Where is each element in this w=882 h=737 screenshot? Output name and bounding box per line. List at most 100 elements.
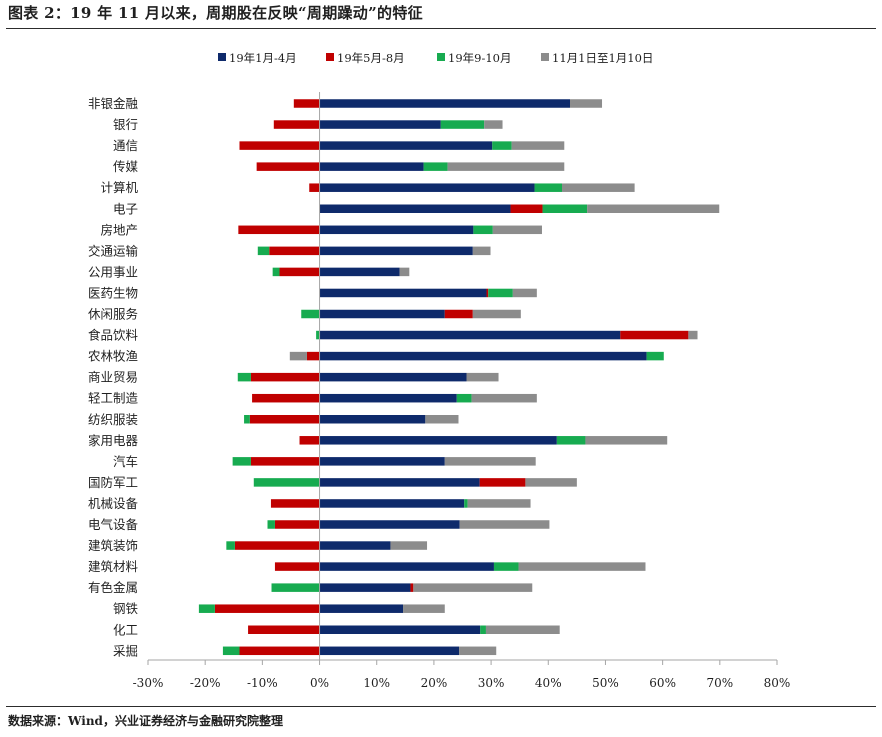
bar-segment [444, 309, 473, 319]
category-label: 通信 [113, 138, 138, 153]
bar-segment [319, 604, 404, 613]
bar-segment [319, 393, 457, 403]
bar-segment [267, 520, 275, 529]
bar-segment [319, 204, 511, 213]
bar-segment [270, 499, 320, 508]
bar-segment [319, 141, 493, 150]
source-rule [6, 706, 876, 707]
bar-segment [472, 246, 491, 256]
category-label: 汽车 [113, 454, 138, 469]
x-tick-label: -20% [190, 676, 221, 690]
bar-segment [222, 646, 240, 656]
bar-segment [399, 267, 410, 277]
title-rule [6, 28, 876, 29]
source-note: 数据来源：Wind，兴业证券经济与金融研究院整理 [8, 714, 283, 728]
bar-segment [299, 436, 320, 445]
category-label: 建筑装饰 [88, 538, 138, 553]
x-tick-label: 80% [764, 676, 791, 690]
bar-segment [301, 309, 320, 319]
bar-segment [289, 351, 307, 361]
bar-segment [232, 457, 251, 466]
bar-segment [279, 267, 320, 277]
bar-segment [464, 499, 468, 508]
bar-segment [688, 330, 698, 340]
bar-segment [319, 288, 487, 298]
bar-segment [319, 478, 480, 487]
category-label: 食品饮料 [88, 328, 139, 343]
bar-segment [257, 246, 270, 256]
bar-segment [413, 583, 533, 592]
bar-segment [319, 436, 557, 445]
x-tick-label: 60% [649, 676, 676, 690]
bar-segment [587, 204, 720, 213]
bar-segment [319, 499, 465, 508]
bar-segment [234, 541, 320, 550]
bar-segment [319, 520, 460, 529]
bar-segment [447, 162, 565, 171]
category-label: 公用事业 [88, 264, 138, 279]
bar-segment [484, 120, 503, 129]
bar-segment [473, 225, 493, 235]
bar-segment [252, 393, 320, 403]
bar-segment [250, 372, 320, 382]
bar-segment [319, 625, 481, 634]
bar-segment [456, 393, 472, 403]
bar-segment [244, 415, 250, 424]
bar-segment [269, 246, 320, 256]
category-label: 传媒 [113, 159, 139, 174]
bar-segment [492, 225, 542, 235]
bar-segment [585, 436, 668, 445]
bar-segment [570, 99, 603, 108]
legend-swatch [437, 53, 445, 61]
bar-segment [472, 309, 521, 319]
legend-label: 19年9-10月 [448, 51, 511, 65]
bar-segment [239, 141, 320, 150]
legend-swatch [218, 53, 226, 61]
bar-segment [518, 562, 646, 571]
bar-segment [272, 267, 280, 277]
category-label: 钢铁 [113, 601, 139, 616]
category-label: 休闲服务 [88, 307, 138, 322]
x-tick-label: 20% [421, 676, 448, 690]
x-tick-label: 40% [535, 676, 562, 690]
x-tick-label: 30% [478, 676, 505, 690]
bar-segment [646, 351, 664, 361]
bar-segment [534, 183, 562, 192]
bar-segment [556, 436, 586, 445]
bar-segment [510, 204, 543, 213]
bar-segment [271, 583, 320, 592]
category-label: 化工 [113, 622, 138, 637]
category-label: 房地产 [100, 222, 138, 237]
category-label: 采掘 [113, 643, 138, 658]
bar-segment [273, 120, 320, 129]
bar-segment [423, 162, 448, 171]
bar-segment [319, 267, 400, 277]
bar-segment [319, 562, 494, 571]
bar-segment [486, 288, 489, 298]
category-label: 国防军工 [88, 475, 138, 490]
bar-segment [440, 120, 485, 129]
bar-segment [525, 478, 577, 487]
bar-segment [274, 562, 320, 571]
bar-segment [319, 351, 647, 361]
bar-segment [390, 541, 428, 550]
bar-segment [319, 330, 621, 340]
category-label: 家用电器 [88, 433, 139, 448]
legend-label: 19年5月-8月 [337, 51, 405, 65]
bar-segment [444, 457, 536, 466]
bar-segment [471, 393, 537, 403]
category-label: 电气设备 [88, 517, 139, 532]
bar-segment [319, 583, 411, 592]
bar-segment [306, 351, 320, 361]
legend-swatch [326, 53, 334, 61]
category-label: 非银金融 [88, 96, 139, 111]
page-title: 图表 2：19 年 11 月以来，周期股在反映“周期躁动”的特征 [8, 4, 423, 22]
x-tick-label: -30% [133, 676, 164, 690]
bar-segment [293, 99, 320, 108]
bar-segment [467, 499, 531, 508]
category-label: 银行 [113, 117, 138, 132]
bar-segment [319, 372, 467, 382]
bar-segment [319, 646, 460, 656]
category-label: 交通运输 [88, 243, 139, 258]
